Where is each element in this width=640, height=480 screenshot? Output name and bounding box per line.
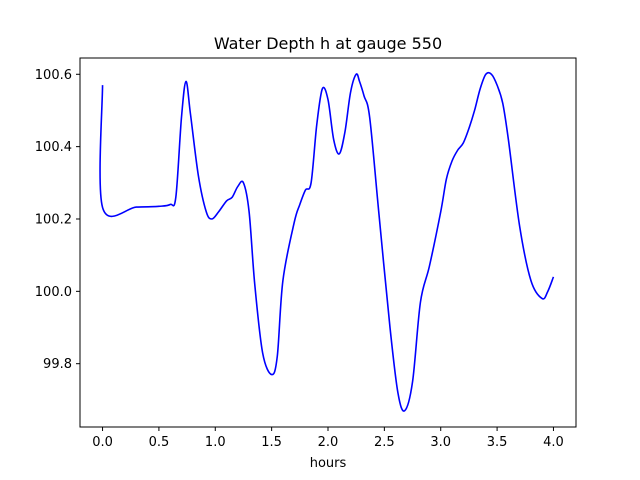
y-tick-label: 99.8	[43, 357, 72, 372]
chart-title: Water Depth h at gauge 550	[214, 34, 442, 53]
y-tick-label: 100.2	[35, 212, 72, 227]
x-tick-label: 4.0	[543, 435, 564, 450]
x-tick-label: 2.0	[318, 435, 339, 450]
x-tick-label: 0.5	[149, 435, 170, 450]
y-tick-label: 100.6	[35, 68, 72, 83]
series-line-0	[99, 71, 555, 412]
plot-frame	[79, 57, 577, 428]
x-tick-label: 2.5	[374, 435, 395, 450]
x-tick-label: 0.0	[92, 435, 113, 450]
x-tick-label: 1.0	[205, 435, 226, 450]
y-tick-label: 100.4	[35, 140, 72, 155]
x-tick-label: 3.5	[487, 435, 508, 450]
x-axis-label: hours	[310, 456, 347, 471]
x-tick-label: 1.5	[261, 435, 282, 450]
series-layer	[99, 71, 555, 412]
y-tick-label: 100.0	[35, 285, 72, 300]
x-tick-label: 3.0	[430, 435, 451, 450]
ticks-layer: 0.0 0.5 1.0 1.5 2.0 2.5 3.0 3.5 4.0 99.8 100.0 100.…	[35, 68, 564, 450]
